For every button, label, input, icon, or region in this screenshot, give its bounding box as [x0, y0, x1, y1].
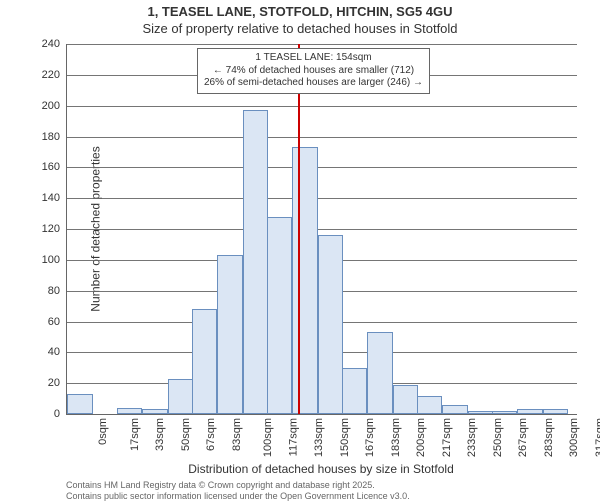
y-tick-label: 0	[24, 408, 60, 420]
x-tick-label: 167sqm	[364, 418, 376, 457]
histogram-bar	[267, 217, 293, 414]
histogram-bar	[142, 409, 168, 414]
x-tick-label: 150sqm	[339, 418, 351, 457]
gridline-h	[67, 229, 577, 230]
x-tick-label: 200sqm	[415, 418, 427, 457]
y-tick-label: 20	[24, 377, 60, 389]
histogram-bar	[367, 332, 393, 414]
x-tick-label: 67sqm	[205, 418, 217, 451]
x-tick-label: 267sqm	[517, 418, 529, 457]
credits-line-1: Contains HM Land Registry data © Crown c…	[66, 480, 375, 490]
y-tick-label: 220	[24, 69, 60, 81]
title-line-1: 1, TEASEL LANE, STOTFOLD, HITCHIN, SG5 4…	[147, 4, 452, 19]
credits-line-2: Contains public sector information licen…	[66, 491, 410, 501]
histogram-bar	[318, 235, 344, 414]
x-tick-label: 317sqm	[594, 418, 600, 457]
x-tick-label: 17sqm	[129, 418, 141, 451]
y-tick-label: 140	[24, 192, 60, 204]
y-tick-label: 180	[24, 131, 60, 143]
y-tick-label: 80	[24, 285, 60, 297]
annotation-line-3: 26% of semi-detached houses are larger (…	[204, 77, 423, 90]
histogram-bar	[192, 309, 218, 414]
histogram-bar	[468, 411, 494, 414]
x-axis-label: Distribution of detached houses by size …	[66, 462, 576, 476]
y-tick-label: 40	[24, 346, 60, 358]
histogram-bar	[168, 379, 194, 414]
x-tick-label: 250sqm	[492, 418, 504, 457]
annotation-line-1: 1 TEASEL LANE: 154sqm	[204, 52, 423, 65]
x-tick-label: 0sqm	[97, 418, 109, 445]
gridline-h	[67, 106, 577, 107]
histogram-bar	[442, 405, 468, 414]
x-tick-label: 283sqm	[543, 418, 555, 457]
marker-line	[298, 44, 300, 414]
title-line-2: Size of property relative to detached ho…	[142, 21, 457, 36]
x-tick-label: 117sqm	[287, 418, 299, 456]
gridline-h	[67, 198, 577, 199]
histogram-bar	[217, 255, 243, 414]
histogram-bar	[117, 408, 143, 414]
y-tick-label: 60	[24, 316, 60, 328]
y-tick-label: 160	[24, 161, 60, 173]
x-tick-label: 50sqm	[180, 418, 192, 451]
histogram-bar	[517, 409, 543, 414]
x-tick-label: 217sqm	[441, 418, 453, 457]
histogram-bar	[393, 385, 419, 414]
gridline-h	[67, 44, 577, 45]
x-tick-label: 233sqm	[466, 418, 478, 457]
histogram-bar	[417, 396, 443, 415]
y-tick-label: 240	[24, 38, 60, 50]
x-tick-label: 33sqm	[154, 418, 166, 451]
histogram-bar	[292, 147, 318, 414]
annotation-line-2: ← 74% of detached houses are smaller (71…	[204, 65, 423, 78]
plot-area: 1 TEASEL LANE: 154sqm← 74% of detached h…	[66, 44, 577, 415]
y-tick-label: 200	[24, 100, 60, 112]
x-tick-label: 183sqm	[390, 418, 402, 457]
credits: Contains HM Land Registry data © Crown c…	[66, 480, 410, 502]
x-tick-label: 100sqm	[262, 418, 274, 457]
chart-title: 1, TEASEL LANE, STOTFOLD, HITCHIN, SG5 4…	[0, 4, 600, 38]
histogram-bar	[243, 110, 269, 414]
gridline-h	[67, 137, 577, 138]
y-tick-label: 100	[24, 254, 60, 266]
histogram-bar	[342, 368, 368, 414]
x-tick-label: 83sqm	[231, 418, 243, 451]
gridline-h	[67, 167, 577, 168]
histogram-bar	[543, 409, 569, 414]
histogram-bar	[492, 411, 518, 414]
x-tick-label: 133sqm	[313, 418, 325, 457]
annotation-box: 1 TEASEL LANE: 154sqm← 74% of detached h…	[197, 48, 430, 94]
histogram-bar	[67, 394, 93, 414]
x-tick-label: 300sqm	[568, 418, 580, 457]
y-tick-label: 120	[24, 223, 60, 235]
